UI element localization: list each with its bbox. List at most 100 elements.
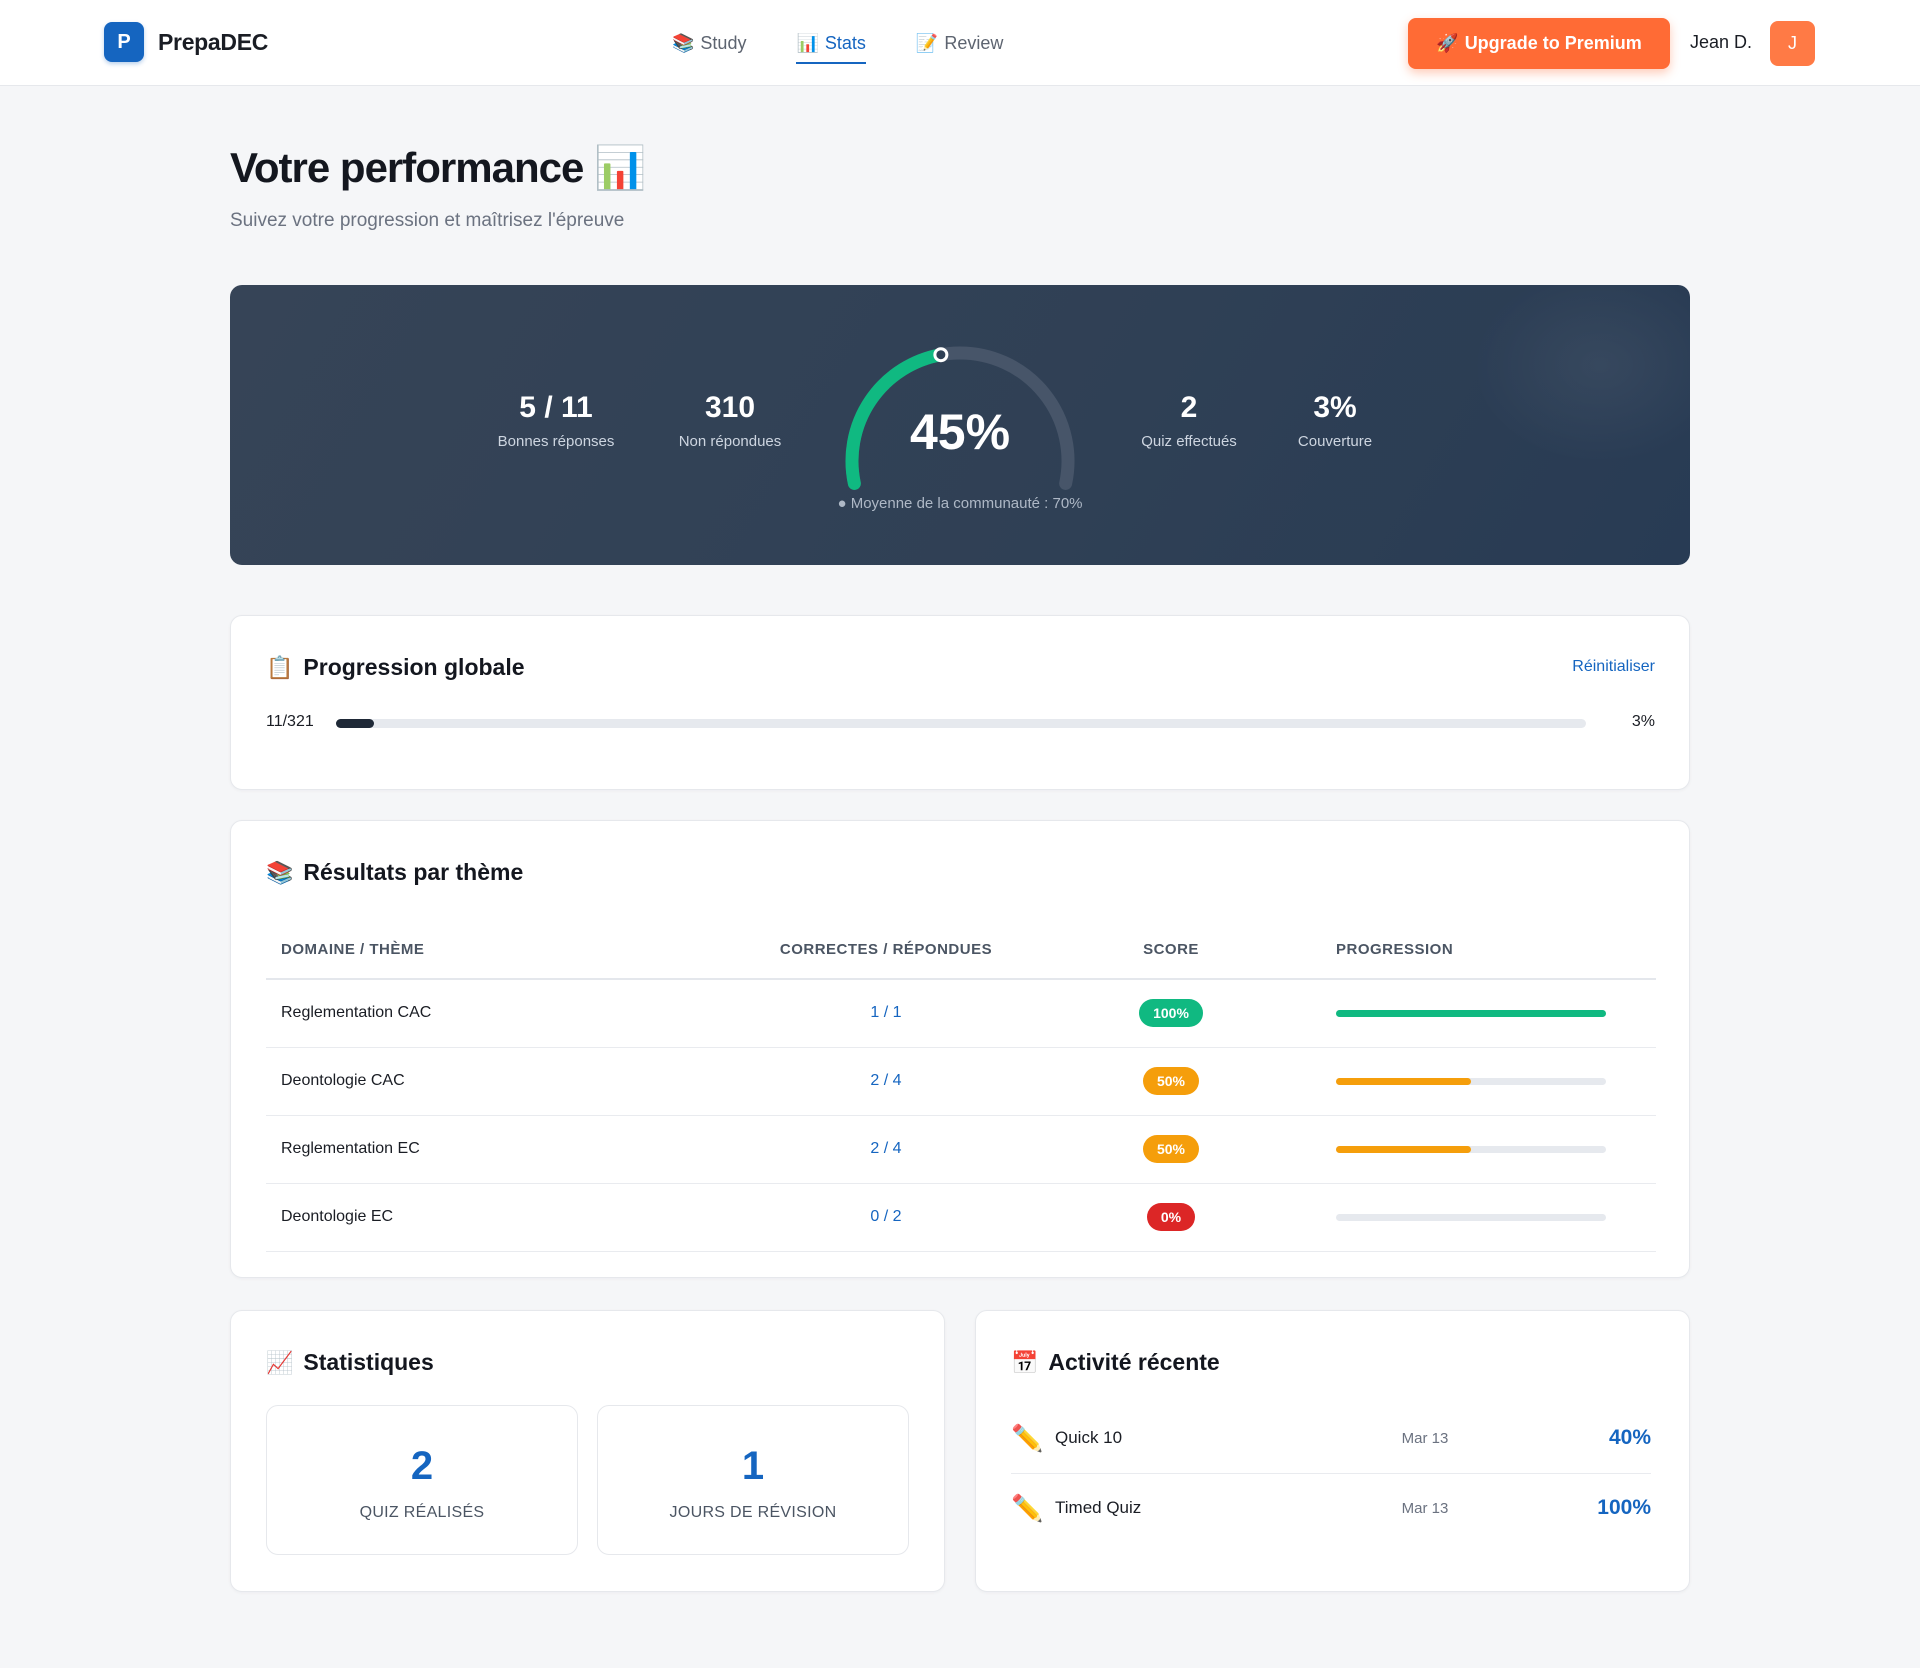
- avatar[interactable]: J: [1770, 21, 1815, 66]
- theme-ratio: 1 / 1: [766, 979, 1006, 1048]
- progression-card: 📋 Progression globale Réinitialiser 11/3…: [230, 615, 1690, 790]
- brand[interactable]: P PrepaDEC: [104, 22, 268, 62]
- theme-ratio: 2 / 4: [766, 1115, 1006, 1184]
- stat-tile-value: 2: [410, 1444, 434, 1488]
- activity-title-text: Activité récente: [1048, 1349, 1220, 1375]
- books-icon: 📚: [672, 32, 695, 53]
- activity-date: Mar 13: [1401, 1429, 1449, 1447]
- stat-tile-value: 1: [741, 1444, 765, 1488]
- theme-name: Deontologie EC: [266, 1183, 766, 1252]
- pencil-icon: ✏️: [1011, 1422, 1044, 1453]
- themes-table: DOMAINE / THÈME CORRECTES / RÉPONDUES SC…: [266, 921, 1656, 1252]
- nav-study[interactable]: 📚 Study: [672, 0, 746, 86]
- theme-progress-bar: [1336, 1213, 1606, 1221]
- page-title-text: Votre performance: [230, 144, 584, 191]
- progression-count: 11/321: [266, 713, 314, 730]
- reset-link[interactable]: Réinitialiser: [1572, 658, 1655, 675]
- gauge-arc: [845, 348, 948, 490]
- statistiques-card: 📈 Statistiques 2 QUIZ RÉALISÉS 1 JOURS D…: [230, 1310, 945, 1592]
- table-row[interactable]: Reglementation EC 2 / 4 50%: [266, 1115, 1656, 1184]
- upgrade-label: Upgrade to Premium: [1464, 33, 1642, 53]
- stat-tile-label: QUIZ RÉALISÉS: [359, 1504, 485, 1521]
- divider: [1011, 1473, 1651, 1474]
- theme-name: Reglementation EC: [266, 1115, 766, 1184]
- community-average: ● Moyenne de la communauté : 70%: [837, 495, 1083, 512]
- gauge-score: 45%: [909, 404, 1011, 460]
- calendar-icon: 📅: [1011, 1349, 1039, 1375]
- statistiques-title: 📈 Statistiques: [266, 1349, 434, 1376]
- activity-score: 100%: [1597, 1496, 1651, 1519]
- theme-progress-fill: [1336, 1009, 1606, 1017]
- performance-hero: 5 / 11 Bonnes réponses 310 Non répondues…: [230, 285, 1690, 565]
- stat-quizzes-value: 2: [1180, 391, 1198, 424]
- score-gauge: [845, 346, 1075, 490]
- score-badge: 50%: [1142, 1135, 1200, 1163]
- stat-coverage: 3% Couverture: [1280, 393, 1390, 451]
- progression-title: 📋 Progression globale: [266, 654, 525, 681]
- progression-title-text: Progression globale: [303, 654, 525, 680]
- stat-correct-label: Bonnes réponses: [497, 433, 615, 450]
- nav-review-label: Review: [944, 32, 1004, 53]
- themes-title: 📚 Résultats par thème: [266, 859, 523, 886]
- table-row[interactable]: Deontologie CAC 2 / 4 50%: [266, 1047, 1656, 1116]
- col-progression: PROGRESSION: [1336, 921, 1656, 980]
- themes-title-text: Résultats par thème: [303, 859, 524, 885]
- bar-chart-icon: 📊: [796, 32, 819, 53]
- stat-correct: 5 / 11 Bonnes réponses: [492, 391, 620, 451]
- brand-logo: P: [104, 22, 144, 62]
- upgrade-premium-button[interactable]: 🚀 Upgrade to Premium: [1408, 18, 1670, 69]
- theme-progress-fill: [1336, 1145, 1471, 1153]
- progression-percent: 3%: [1631, 713, 1655, 730]
- stat-quizzes-label: Quiz effectués: [1141, 433, 1237, 450]
- activity-card: 📅 Activité récente ✏️ Quick 10 Mar 13 40…: [975, 1310, 1690, 1592]
- nav-stats[interactable]: 📊 Stats: [796, 0, 867, 86]
- nav-links: 📚 Study 📊 Stats 📝 Review: [672, 0, 1053, 86]
- nav-review[interactable]: 📝 Review: [916, 0, 1003, 86]
- theme-progress-bar: [1336, 1077, 1606, 1085]
- stat-tile-quizzes: 2 QUIZ RÉALISÉS: [266, 1405, 578, 1555]
- theme-name: Reglementation CAC: [266, 979, 766, 1048]
- theme-progress-fill: [1336, 1077, 1471, 1085]
- score-badge: 100%: [1139, 999, 1203, 1028]
- stat-tile-days: 1 JOURS DE RÉVISION: [597, 1405, 909, 1555]
- activity-name: Quick 10: [1055, 1428, 1123, 1447]
- stat-quizzes: 2 Quiz effectués: [1130, 391, 1248, 451]
- stat-unanswered-label: Non répondues: [678, 433, 782, 450]
- memo-icon: 📝: [915, 32, 939, 53]
- theme-ratio: 2 / 4: [766, 1047, 1006, 1116]
- statistiques-title-text: Statistiques: [303, 1349, 434, 1375]
- col-score: SCORE: [1006, 921, 1336, 980]
- table-row[interactable]: Deontologie EC 0 / 2 0%: [266, 1183, 1656, 1252]
- stat-correct-value: 5 / 11: [519, 391, 593, 424]
- score-badge: 0%: [1146, 1203, 1196, 1231]
- page-title: Votre performance 📊: [230, 144, 646, 193]
- stat-unanswered-value: 310: [704, 391, 756, 424]
- rocket-icon: 🚀: [1436, 33, 1459, 53]
- theme-ratio: 0 / 2: [766, 1183, 1006, 1252]
- top-navbar: P PrepaDEC 📚 Study 📊 Stats 📝 Review 🚀 Up…: [0, 0, 1920, 86]
- user-name[interactable]: Jean D.: [1690, 32, 1753, 52]
- col-domain: DOMAINE / THÈME: [266, 921, 766, 980]
- activity-title: 📅 Activité récente: [1011, 1349, 1220, 1376]
- col-correct: CORRECTES / RÉPONDUES: [766, 921, 1006, 980]
- page-subtitle: Suivez votre progression et maîtrisez l'…: [230, 210, 625, 231]
- chart-increasing-icon: 📈: [266, 1349, 294, 1375]
- stat-unanswered: 310 Non répondues: [670, 391, 790, 451]
- activity-score: 40%: [1608, 1426, 1651, 1449]
- activity-item[interactable]: ✏️ Quick 10 Mar 13 40%: [1011, 1403, 1651, 1473]
- activity-item[interactable]: ✏️ Timed Quiz Mar 13 100%: [1011, 1473, 1651, 1543]
- bar-chart-icon: 📊: [594, 144, 646, 191]
- progression-bar-fill: [336, 719, 374, 728]
- books-icon: 📚: [266, 859, 294, 885]
- score-badge: 50%: [1142, 1067, 1200, 1095]
- themes-card: 📚 Résultats par thème DOMAINE / THÈME CO…: [230, 820, 1690, 1278]
- pencil-icon: ✏️: [1011, 1492, 1044, 1523]
- theme-progress-bar: [1336, 1145, 1606, 1153]
- brand-name: PrepaDEC: [158, 28, 269, 55]
- theme-name: Deontologie CAC: [266, 1047, 766, 1116]
- theme-progress-bar: [1336, 1009, 1606, 1017]
- nav-study-label: Study: [700, 32, 747, 53]
- stat-coverage-label: Couverture: [1297, 433, 1373, 450]
- table-row[interactable]: Reglementation CAC 1 / 1 100%: [266, 979, 1656, 1048]
- progression-bar: [336, 719, 1586, 728]
